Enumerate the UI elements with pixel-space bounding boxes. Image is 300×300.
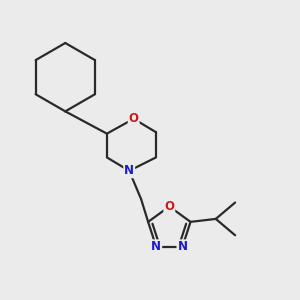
Text: N: N bbox=[177, 240, 188, 253]
Text: N: N bbox=[151, 240, 161, 253]
Text: O: O bbox=[129, 112, 139, 125]
Text: O: O bbox=[164, 200, 174, 213]
Text: N: N bbox=[124, 164, 134, 177]
